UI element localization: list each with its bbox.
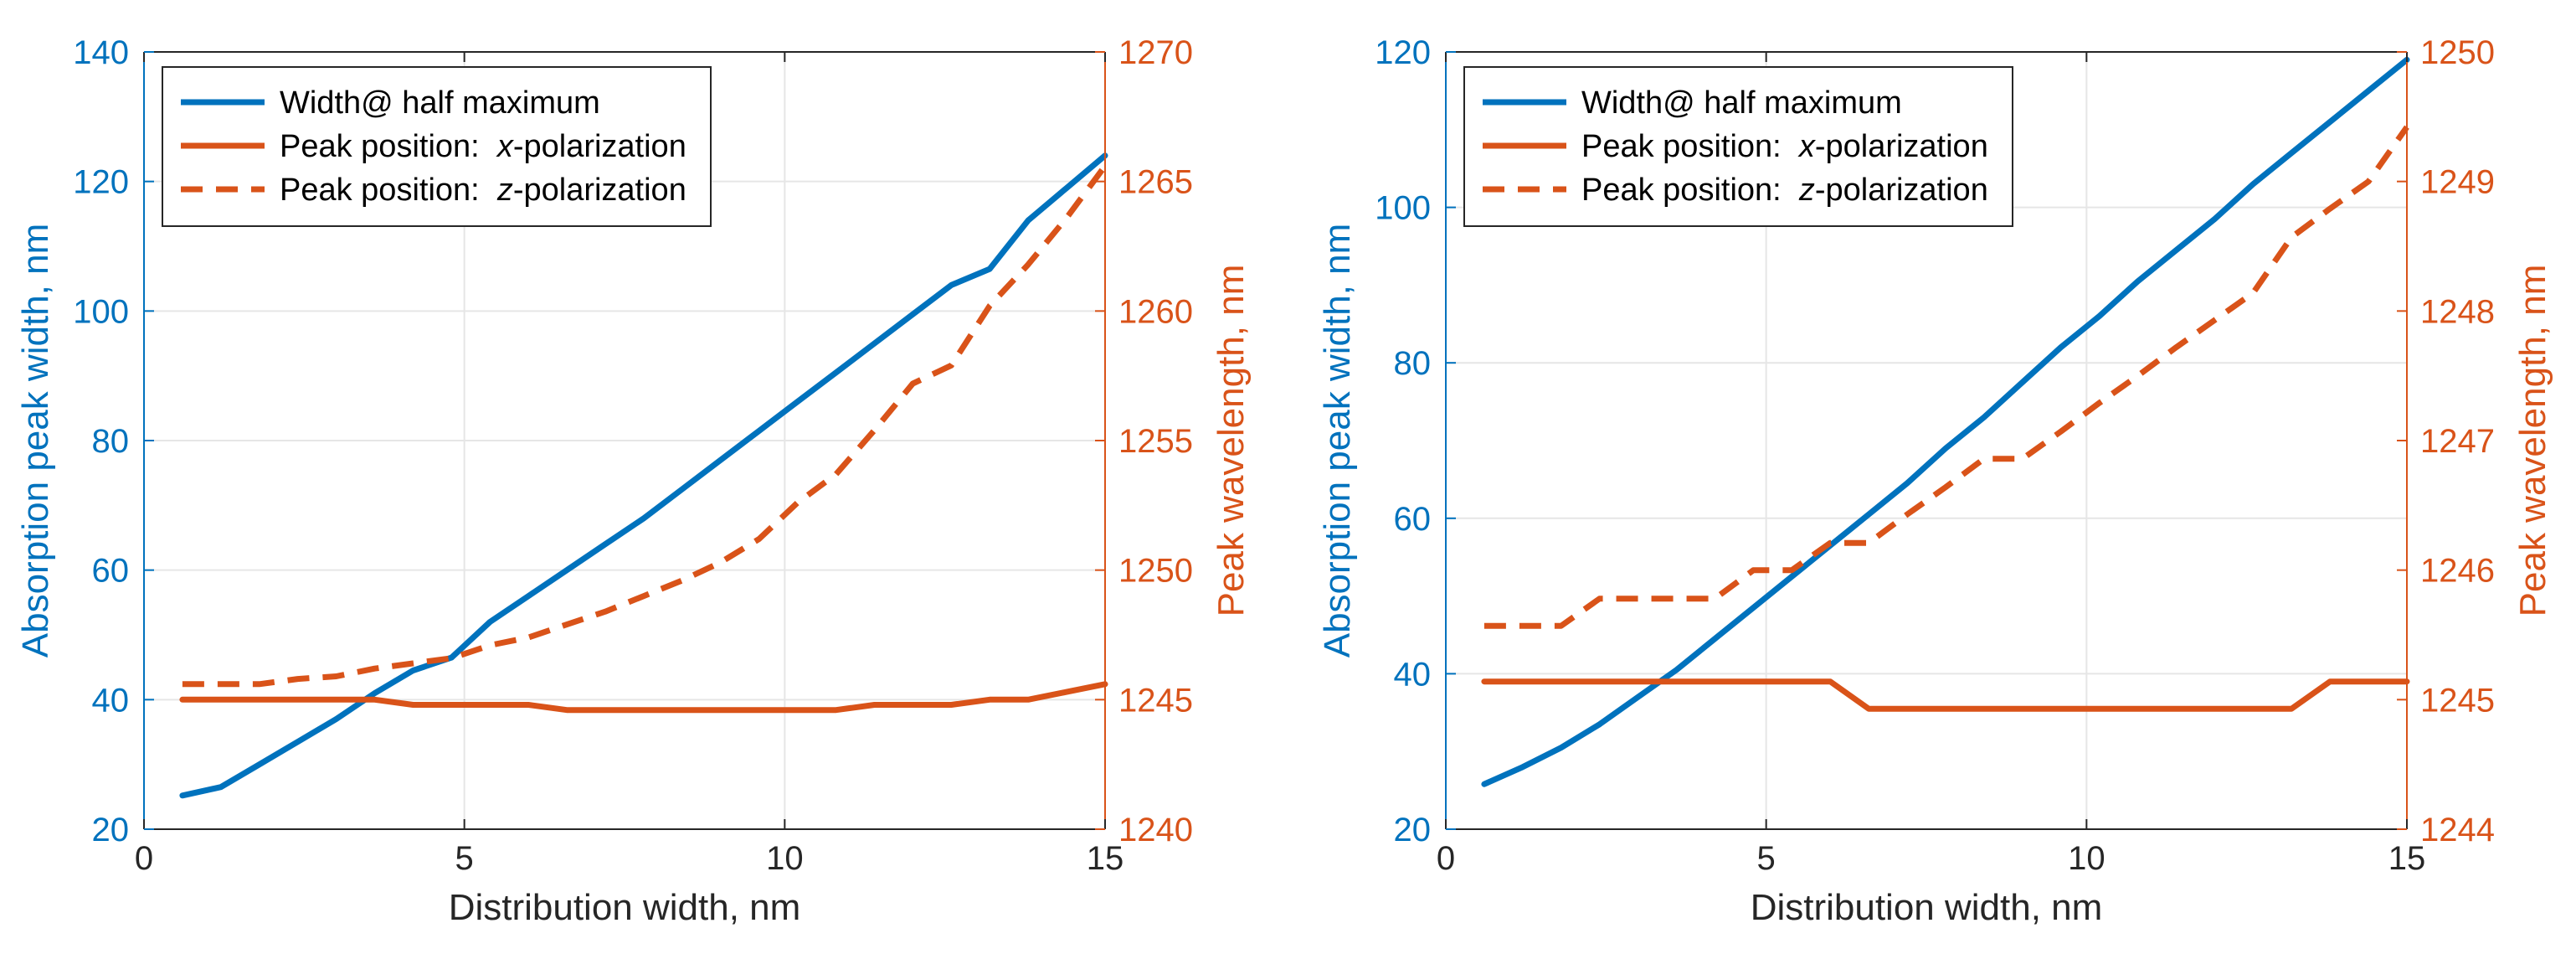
y-left-tick-label: 20 (1394, 812, 1432, 848)
legend-text-part: Peak position: (1581, 129, 1799, 164)
legend-text-part: -polarization (513, 129, 686, 164)
y-right-tick-label: 1270 (1118, 34, 1193, 71)
chart-panel-a: 0 5 10 15 20 40 60 80 100 120 140 1240 1245 1250 1255 1… (15, 34, 1252, 928)
y-right-tick-label: 1249 (2420, 164, 2495, 201)
legend-text-part: Peak position: (280, 129, 497, 164)
y-right-tick-label: 1250 (2420, 34, 2495, 71)
y-right-tick-label: 1245 (2420, 682, 2495, 719)
y-right-tick-label: 1247 (2420, 423, 2495, 460)
series-line-width-half-max (179, 152, 1108, 799)
series-line-z-polarization (182, 164, 1108, 688)
y-left-tick-label: 100 (73, 293, 129, 330)
legend-entry-label: Peak position: x-polarization (280, 129, 686, 164)
y-left-tick-label: 20 (92, 812, 130, 848)
y-left-tick-label: 60 (92, 553, 130, 590)
y-left-axis-label: Absorption peak width, nm (15, 224, 56, 658)
x-tick-label: 0 (135, 840, 153, 877)
y-right-axis-label: Peak wavelength, nm (2512, 265, 2553, 617)
legend-text-part: Peak position: (1581, 173, 1799, 208)
y-right-tick-label: 1246 (2420, 553, 2495, 590)
y-right-tick-label: 1255 (1118, 423, 1193, 460)
x-tick-label: 15 (2388, 840, 2426, 877)
y-left-tick-label: 40 (92, 682, 130, 719)
y-left-tick-label: 100 (1375, 190, 1431, 227)
x-tick-label: 5 (1757, 840, 1776, 877)
x-axis-label: Distribution width, nm (449, 887, 801, 928)
y-right-axis-label: Peak wavelength, nm (1211, 265, 1252, 617)
y-right-tick-label: 1244 (2420, 812, 2495, 848)
x-tick-label: 10 (2068, 840, 2106, 877)
series-line-x-polarization (179, 681, 1108, 714)
y-left-tick-label: 80 (1394, 345, 1432, 382)
y-right-tick-label: 1248 (2420, 293, 2495, 330)
legend-text-part: -polarization (1815, 173, 1988, 208)
legend-entry-label: Width@ half maximum (1581, 85, 1902, 121)
legend-entry-label: Peak position: x-polarization (1581, 129, 1988, 164)
y-left-tick-label: 80 (92, 423, 130, 460)
x-tick-label: 0 (1437, 840, 1455, 877)
y-right-tick-label: 1265 (1118, 164, 1193, 201)
legend-text-italic: x (496, 129, 515, 164)
x-tick-label: 10 (766, 840, 804, 877)
legend-text-italic: x (1797, 129, 1817, 164)
chart-panel-b: 0 5 10 15 20 40 60 80 100 120 1244 1245 1246 1247 1248… (1317, 34, 2553, 928)
legend-text-part: Peak position: (280, 173, 497, 208)
legend-text-part: -polarization (1815, 129, 1988, 164)
legend-text-part: Width@ half maximum (280, 85, 600, 121)
y-right-tick-label: 1245 (1118, 682, 1193, 719)
legend-entry-label: Width@ half maximum (280, 85, 600, 121)
x-tick-label: 5 (455, 840, 474, 877)
series-line-z-polarization (1483, 125, 2409, 629)
x-axis-label: Distribution width, nm (1751, 887, 2103, 928)
series-line-x-polarization (1481, 678, 2410, 712)
legend-text-part: -polarization (513, 173, 686, 208)
series-line-width-half-max (1481, 56, 2410, 787)
y-left-tick-label: 40 (1394, 656, 1432, 693)
y-left-tick-label: 120 (73, 164, 129, 201)
legend-entry-label: Peak position: z-polarization (280, 173, 686, 208)
y-right-tick-label: 1260 (1118, 293, 1193, 330)
y-right-tick-label: 1240 (1118, 812, 1193, 848)
y-left-tick-label: 60 (1394, 501, 1432, 538)
y-left-tick-label: 140 (73, 34, 129, 71)
legend-entry-label: Peak position: z-polarization (1581, 173, 1988, 208)
legend-text-italic: z (1798, 173, 1815, 208)
y-left-tick-label: 120 (1375, 34, 1431, 71)
legend-text-italic: z (496, 173, 513, 208)
y-left-axis-label: Absorption peak width, nm (1317, 224, 1358, 658)
y-right-tick-label: 1250 (1118, 553, 1193, 590)
legend-text-part: Width@ half maximum (1581, 85, 1902, 121)
x-tick-label: 15 (1087, 840, 1124, 877)
